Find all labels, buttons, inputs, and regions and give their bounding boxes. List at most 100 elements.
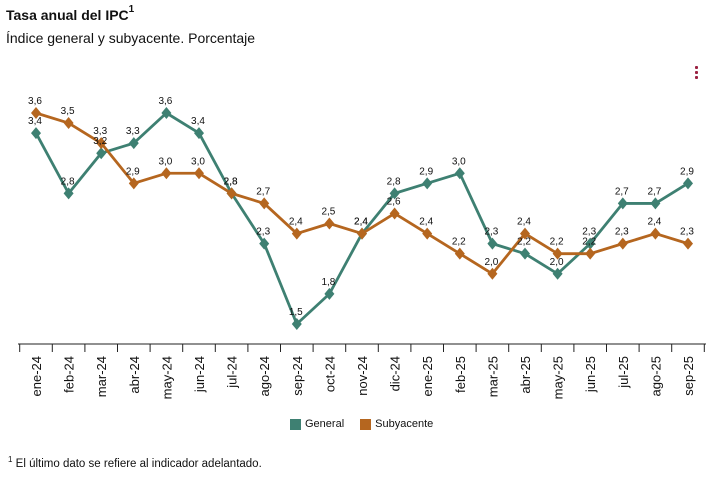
x-tick-label: ago-25 [648,356,663,396]
legend-item-subyacente[interactable]: Subyacente [360,418,433,430]
data-point-subyacente [357,227,367,240]
data-label-general: 3,4 [28,116,42,127]
data-point-general [422,177,433,190]
chart-title: Tasa anual del IPC1 [6,4,135,23]
data-label-subyacente: 2,4 [354,217,368,228]
data-label-subyacente: 3,0 [191,156,205,167]
data-label-subyacente: 2,2 [582,237,596,248]
data-point-general [63,187,74,200]
data-label-subyacente: 2,2 [452,237,466,248]
data-point-subyacente [194,167,204,180]
data-point-subyacente [683,237,693,250]
chart-menu-icon[interactable] [694,66,700,84]
data-label-subyacente: 2,4 [289,217,303,228]
footnote: 1 El último dato se refiere al indicador… [8,455,262,470]
data-point-subyacente [161,167,172,180]
data-point-subyacente [617,237,628,250]
x-tick-label: sep-24 [290,356,305,396]
legend-swatch-general [290,418,301,430]
legend-swatch-subyacente [360,418,372,430]
x-tick-label: may-25 [551,356,566,399]
data-point-general [552,267,563,280]
data-label-general: 2,9 [419,166,433,177]
data-label-subyacente: 2,0 [484,257,498,268]
data-point-subyacente [259,197,270,210]
data-point-subyacente [520,227,530,240]
data-point-subyacente [552,247,563,260]
data-label-subyacente: 3,5 [61,106,75,117]
data-label-subyacente: 2,3 [680,227,694,238]
data-point-subyacente [585,247,596,260]
x-tick-label: abr-25 [518,356,533,394]
chart-legend: General Subyacente [290,418,433,430]
data-point-general [683,177,693,190]
legend-label-subyacente: Subyacente [375,418,434,430]
x-tick-label: mar-24 [94,356,109,397]
data-label-general: 2,2 [517,237,531,248]
x-tick-label: feb-24 [62,356,77,393]
data-point-general [487,237,498,250]
data-point-general [650,197,661,210]
data-label-general: 2,3 [256,227,270,238]
x-tick-label: sep-25 [681,356,696,396]
data-label-subyacente: 2,2 [550,237,564,248]
x-tick-label: oct-24 [322,356,337,392]
chart-subtitle: Índice general y subyacente. Porcentaje [6,30,256,46]
data-label-general: 1,5 [289,307,303,318]
footnote-mark: 1 [8,455,13,464]
footnote-text: El último dato se refiere al indicador a… [12,457,262,470]
data-point-subyacente [454,247,465,260]
data-point-general [194,127,204,140]
data-label-general: 2,3 [582,227,596,238]
x-tick-label: jul-24 [225,356,240,389]
data-point-subyacente [422,227,433,240]
data-point-subyacente [389,207,400,220]
data-label-subyacente: 2,3 [615,227,629,238]
x-tick-label: abr-24 [127,356,142,394]
data-label-general: 2,3 [484,227,498,238]
data-label-general: 2,8 [224,176,238,187]
data-label-subyacente: 2,4 [419,217,433,228]
data-point-general [96,147,107,160]
data-point-general [585,237,596,250]
x-tick-label: jun-25 [583,356,598,393]
x-tick-label: dic-24 [388,356,403,391]
data-label-subyacente: 2,4 [647,217,661,228]
line-chart: ene-24 feb-24 mar-24 abr-24 may-24 jun-24 jul-… [18,96,706,399]
data-label-subyacente: 2,4 [517,217,531,228]
legend-item-general[interactable]: General [290,418,344,430]
x-tick-label: jul-25 [616,356,631,389]
data-label-general: 2,7 [615,186,629,197]
data-label-general: 1,8 [321,277,335,288]
data-point-general [291,318,302,330]
x-tick-label: ene-25 [420,356,435,396]
data-point-general [324,287,335,300]
data-label-general: 2,9 [680,166,694,177]
data-point-subyacente [63,117,74,130]
data-label-general: 3,6 [158,96,172,107]
data-label-subyacente: 2,6 [387,196,401,207]
x-tick-label: may-24 [159,356,174,399]
data-label-subyacente: 2,5 [321,207,335,218]
chart-title-footnote-mark: 1 [128,4,135,15]
data-label-general: 2,4 [354,217,368,228]
x-tick-label: feb-25 [453,356,468,393]
data-point-general [161,107,172,119]
x-tick-label: mar-25 [485,356,500,397]
data-point-subyacente [226,187,237,200]
data-label-subyacente: 2,7 [256,186,270,197]
data-point-general [520,247,530,260]
data-point-subyacente [487,267,498,280]
data-point-subyacente [291,227,302,240]
data-point-general [128,137,139,150]
x-tick-label: nov-24 [355,356,370,396]
data-point-subyacente [650,227,661,240]
data-label-subyacente: 2,8 [224,176,238,187]
data-point-general [454,167,465,180]
data-point-general [389,187,400,200]
data-point-subyacente [128,177,139,190]
data-label-general: 3,0 [452,156,466,167]
data-label-general: 2,8 [387,176,401,187]
data-label-subyacente: 3,3 [93,126,107,137]
data-point-subyacente [96,137,107,150]
